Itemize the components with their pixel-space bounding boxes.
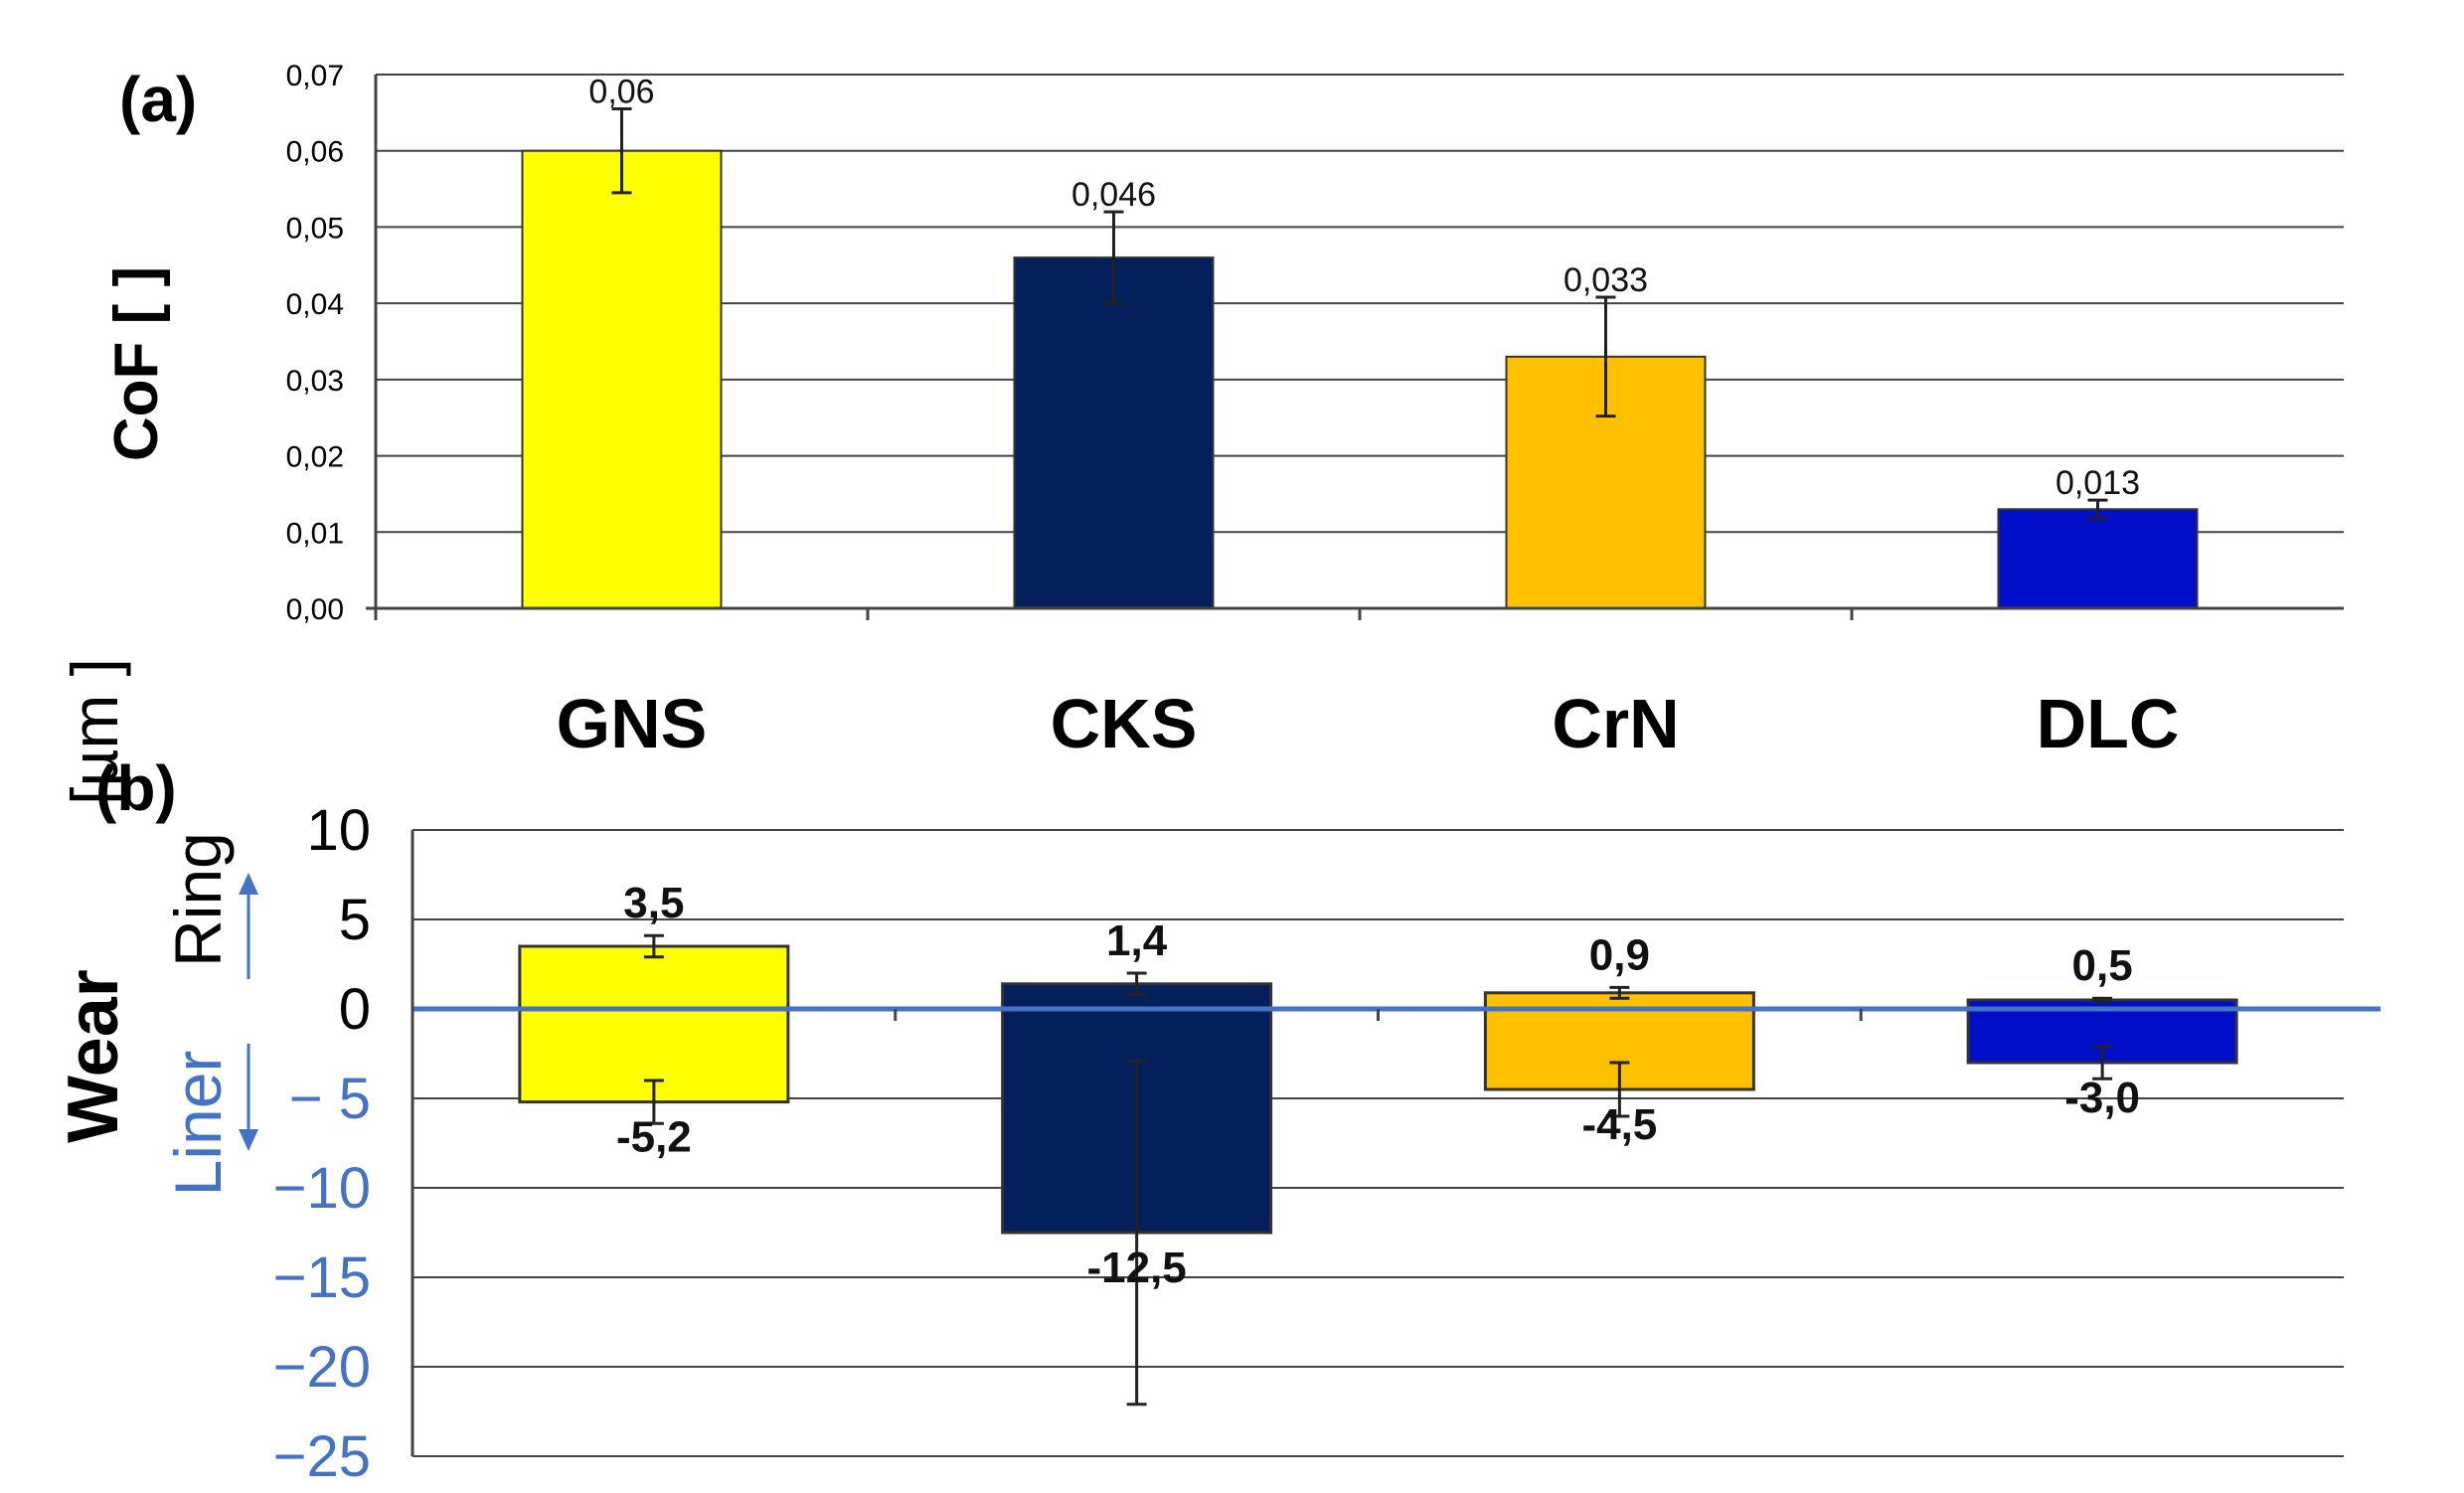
cof-value-label: 0,013 — [2055, 464, 2140, 502]
wear-liner-value-label: -12,5 — [1086, 1244, 1186, 1292]
y-axis-title-wear-word: Wear — [54, 969, 133, 1143]
liner-arrow-icon — [239, 1044, 258, 1151]
cof-y-tick-label: 0,03 — [286, 365, 344, 398]
wear-liner-value-label: -5,2 — [616, 1113, 692, 1162]
cof-y-tick-label: 0,00 — [286, 593, 344, 626]
ring-arrow-icon — [239, 873, 258, 979]
wear-y-tick-label: −10 — [273, 1156, 371, 1221]
wear-liner-value-label: -4,5 — [1581, 1100, 1657, 1149]
wear-ring-error-bar-gns — [643, 933, 664, 959]
cof-bar-gns — [521, 149, 723, 609]
category-label-crn: CrN — [1552, 685, 1679, 762]
cof-value-labels: 0,06 0,046 0,033 0,013 — [588, 74, 2140, 503]
wear-ring-value-label: 3,5 — [623, 879, 684, 927]
cof-value-label: 0,06 — [588, 74, 654, 111]
wear-ring-error-bar-crn — [1609, 985, 1630, 1000]
cof-error-bar-gns — [611, 107, 632, 195]
wear-liner-error-bar-gns — [643, 1078, 664, 1125]
category-label-dlc: DLC — [2037, 685, 2180, 762]
cof-bar-dlc — [1997, 508, 2199, 609]
wear-error-bars — [643, 933, 2113, 1407]
wear-y-tick-label: − 5 — [289, 1067, 371, 1131]
cof-value-label: 0,046 — [1071, 176, 1156, 214]
cof-error-bar-cks — [1103, 210, 1124, 305]
wear-bar-gns — [518, 944, 790, 1104]
cof-error-bar-crn — [1595, 295, 1616, 418]
wear-y-tick-label: 0 — [339, 977, 371, 1042]
cof-error-bar-dlc — [2087, 498, 2108, 520]
wear-y-ticks: 10 5 0 − 5 −10 −15 −20 −25 — [273, 798, 371, 1489]
wear-gridlines — [412, 829, 2344, 1457]
category-label-gns: GNS — [557, 685, 708, 762]
wear-ring-value-label: 0,9 — [1589, 930, 1650, 979]
wear-y-tick-label: 10 — [306, 798, 371, 863]
cof-chart: (a) CoF [ ] 0,00 0,01 0,02 0,03 0,04 0,05 0,06… — [102, 60, 2344, 626]
y-axis-title-wear-unit: [µm ] — [58, 658, 131, 805]
wear-y-tick-label: −15 — [273, 1245, 371, 1310]
wear-y-tick-label: 5 — [339, 888, 371, 952]
wear-ring-error-bar-cks — [1126, 971, 1147, 997]
cof-value-label: 0,033 — [1563, 261, 1648, 299]
wear-value-labels: 3,5 -5,2 1,4 -12,5 0,9 -4,5 0,5 -3,0 — [616, 879, 2140, 1292]
cof-y-tick-label: 0,04 — [286, 288, 344, 321]
wear-chart: (b) Wear [µm ] Ring Liner 10 5 0 − 5 −10 −15 −… — [54, 658, 2381, 1489]
wear-ring-value-label: 0,5 — [2072, 941, 2133, 990]
panel-label-a: (a) — [119, 64, 197, 135]
cof-y-tick-label: 0,05 — [286, 212, 344, 245]
wear-ring-value-label: 1,4 — [1106, 916, 1168, 965]
category-labels: GNS CKS CrN DLC — [557, 685, 2180, 762]
panel-label-b: (b) — [95, 752, 177, 824]
wear-axes — [411, 830, 1863, 1456]
cof-bars — [521, 149, 2199, 610]
cof-y-tick-label: 0,06 — [286, 136, 344, 169]
wear-y-tick-label: −20 — [273, 1335, 371, 1400]
liner-label: Liner — [161, 1051, 235, 1197]
cof-y-tick-label: 0,07 — [286, 60, 344, 92]
ring-label: Ring — [161, 832, 235, 967]
wear-bars — [518, 944, 2238, 1235]
y-axis-title-cof: CoF [ ] — [102, 266, 171, 461]
category-label-cks: CKS — [1051, 685, 1198, 762]
cof-y-tick-label: 0,01 — [286, 517, 344, 550]
wear-y-tick-label: −25 — [273, 1424, 371, 1489]
y-axis-title-wear: Wear [µm ] — [54, 658, 133, 1143]
cof-y-tick-label: 0,02 — [286, 441, 344, 474]
cof-axes — [366, 75, 2344, 620]
wear-ring-error-bar-dlc — [2092, 996, 2113, 1004]
wear-liner-error-bar-crn — [1609, 1061, 1630, 1118]
wear-liner-value-label: -3,0 — [2064, 1074, 2140, 1122]
cof-error-bars — [611, 107, 2108, 520]
wear-liner-error-bar-dlc — [2092, 1045, 2113, 1080]
cof-y-ticks: 0,00 0,01 0,02 0,03 0,04 0,05 0,06 0,07 — [286, 60, 344, 626]
wear-liner-error-bar-cks — [1126, 1059, 1147, 1407]
cof-bar-cks — [1013, 256, 1215, 609]
